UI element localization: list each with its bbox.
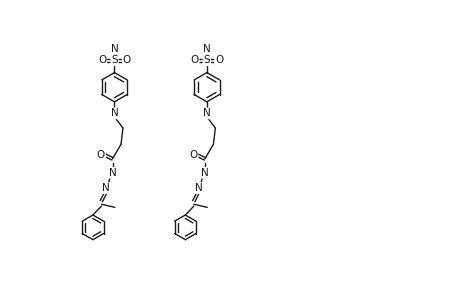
Text: N: N (110, 108, 118, 118)
Text: O: O (123, 55, 131, 65)
Text: N: N (102, 183, 110, 193)
Text: N: N (202, 44, 210, 54)
Text: O: O (97, 150, 105, 160)
Text: O: O (98, 55, 106, 65)
Text: O: O (215, 55, 223, 65)
Text: O: O (190, 55, 198, 65)
Text: S: S (111, 55, 118, 65)
Text: N: N (202, 108, 210, 118)
Text: N: N (108, 168, 116, 178)
Text: N: N (201, 168, 208, 178)
Text: O: O (189, 150, 197, 160)
Text: N: N (110, 44, 118, 54)
Text: S: S (203, 55, 210, 65)
Text: N: N (194, 183, 202, 193)
